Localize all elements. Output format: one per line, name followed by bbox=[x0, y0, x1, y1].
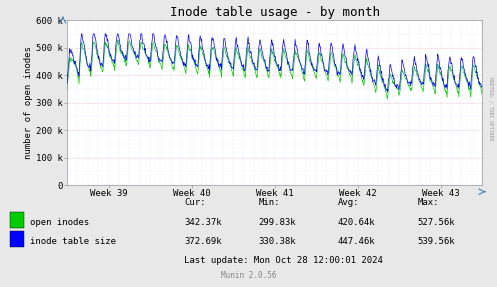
Text: 299.83k: 299.83k bbox=[258, 218, 296, 227]
Text: 372.69k: 372.69k bbox=[184, 237, 222, 246]
Text: 527.56k: 527.56k bbox=[417, 218, 455, 227]
Title: Inode table usage - by month: Inode table usage - by month bbox=[169, 6, 380, 19]
Text: RRDTOOL / TOBI OETIKER: RRDTOOL / TOBI OETIKER bbox=[488, 77, 493, 141]
Text: open inodes: open inodes bbox=[30, 218, 89, 227]
Y-axis label: number of open inodes: number of open inodes bbox=[24, 46, 33, 159]
Text: 342.37k: 342.37k bbox=[184, 218, 222, 227]
Text: Munin 2.0.56: Munin 2.0.56 bbox=[221, 272, 276, 280]
Text: 447.46k: 447.46k bbox=[338, 237, 376, 246]
Text: Last update: Mon Oct 28 12:00:01 2024: Last update: Mon Oct 28 12:00:01 2024 bbox=[184, 256, 383, 265]
Text: Max:: Max: bbox=[417, 198, 439, 207]
Text: 539.56k: 539.56k bbox=[417, 237, 455, 246]
Text: inode table size: inode table size bbox=[30, 237, 116, 246]
Text: 420.64k: 420.64k bbox=[338, 218, 376, 227]
Text: Min:: Min: bbox=[258, 198, 280, 207]
Text: 330.38k: 330.38k bbox=[258, 237, 296, 246]
Text: Avg:: Avg: bbox=[338, 198, 359, 207]
Text: Cur:: Cur: bbox=[184, 198, 205, 207]
